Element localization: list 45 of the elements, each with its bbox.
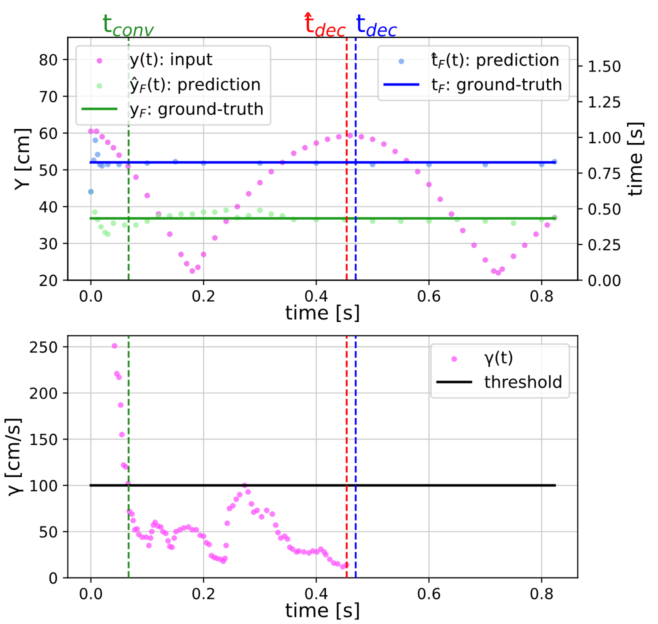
y2-tick-label: 1.00 bbox=[589, 132, 620, 144]
y-tick-label: 30 bbox=[40, 238, 58, 250]
legend-label: y$_{F}$: ground-truth bbox=[130, 102, 263, 118]
y-axis-title: γ [cm/s] bbox=[4, 418, 24, 496]
x-tick-label: 0.0 bbox=[80, 290, 102, 302]
x-tick-label: 0.6 bbox=[418, 588, 440, 600]
legend-label: threshold bbox=[484, 375, 562, 388]
y-tick-label: 50 bbox=[40, 526, 58, 538]
x-tick-label: 0.4 bbox=[305, 588, 328, 600]
y2-tick-label: 0.00 bbox=[588, 274, 620, 286]
x-tick-label: 0.8 bbox=[530, 588, 553, 600]
x-tick-label: 0.2 bbox=[192, 290, 214, 302]
x-axis-title: time [s] bbox=[286, 602, 359, 620]
y-tick-label: 100 bbox=[30, 480, 58, 492]
y-axis-title: Y [cm] bbox=[14, 129, 32, 190]
y2-tick-label: 0.50 bbox=[588, 203, 620, 215]
x-tick-label: 0.0 bbox=[80, 588, 102, 600]
x-tick-label: 0.2 bbox=[192, 588, 214, 600]
y-tick-label: 200 bbox=[30, 387, 58, 400]
legend-label: ŷ$_{F}$(t): prediction bbox=[130, 76, 260, 94]
ref-line-label: t$_{conv}$ bbox=[102, 14, 154, 36]
x-tick-label: 0.4 bbox=[305, 290, 328, 302]
y-tick-label: 20 bbox=[40, 274, 58, 286]
x-tick-label: 0.8 bbox=[530, 290, 553, 302]
y-tick-label: 50 bbox=[40, 164, 58, 176]
x-tick-label: 0.6 bbox=[418, 290, 440, 302]
y-tick-label: 70 bbox=[40, 90, 58, 102]
ref-line-label: t̂$_{dec}$ bbox=[304, 12, 346, 37]
y-tick-label: 80 bbox=[40, 54, 58, 66]
y-tick-label: 40 bbox=[39, 201, 58, 213]
ref-line-label: t$_{dec}$ bbox=[356, 14, 398, 36]
y-tick-label: 250 bbox=[30, 341, 58, 353]
y-tick-label: 150 bbox=[30, 434, 58, 446]
legend-label: γ(t) bbox=[484, 350, 512, 367]
y-tick-label: 0 bbox=[49, 572, 58, 584]
y2-tick-label: 0.75 bbox=[588, 168, 620, 180]
y2-tick-label: 1.25 bbox=[589, 96, 620, 108]
legend-label: t$_{F}$: ground-truth bbox=[432, 78, 562, 94]
y2-tick-label: 0.25 bbox=[588, 238, 620, 250]
y-tick-label: 60 bbox=[40, 128, 58, 140]
legend-label: t̂$_{F}$(t): prediction bbox=[431, 52, 558, 70]
y2-axis-title: time [s] bbox=[627, 122, 644, 196]
y2-tick-label: 1.50 bbox=[589, 60, 620, 72]
x-axis-title: time [s] bbox=[286, 304, 359, 322]
legend-label: y(t): input bbox=[130, 52, 212, 69]
